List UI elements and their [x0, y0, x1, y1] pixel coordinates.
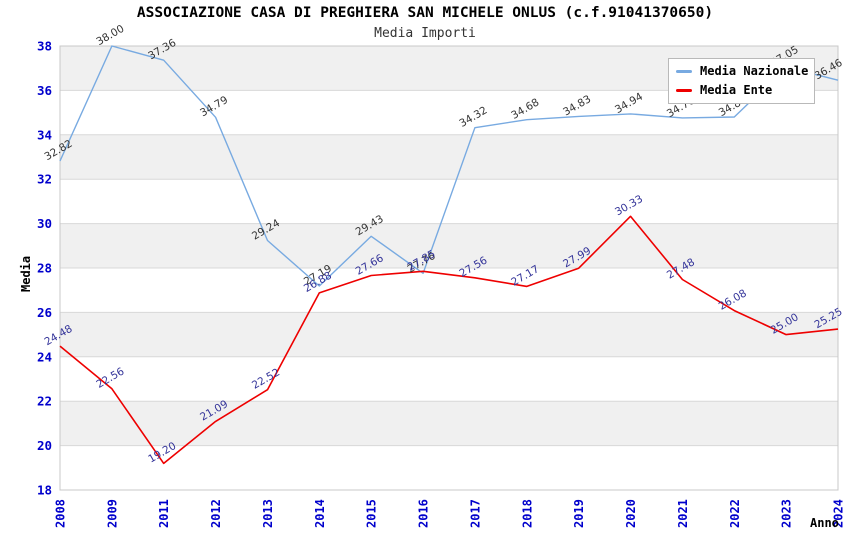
x-tick-label: 2018	[520, 499, 534, 528]
grid-band	[60, 312, 838, 357]
x-tick-label: 2019	[572, 499, 586, 528]
x-tick-label: 2024	[832, 499, 846, 528]
y-tick-label: 32	[37, 172, 52, 187]
y-tick-label: 26	[37, 305, 52, 320]
grid-band	[60, 356, 838, 402]
x-tick-label: 2008	[54, 499, 68, 528]
y-tick-label: 36	[37, 83, 52, 98]
plot-border	[59, 45, 839, 491]
legend-label: Media Nazionale	[700, 64, 809, 78]
chart-title: ASSOCIAZIONE CASA DI PREGHIERA SAN MICHE…	[136, 5, 714, 21]
y-tick-label: 28	[37, 261, 52, 276]
grid-band	[60, 268, 838, 313]
legend-item-media-ente: Media Ente	[676, 83, 808, 97]
legend: Media Nazionale Media Ente	[668, 58, 816, 104]
series-line-media-ente	[59, 215, 839, 465]
y-tick-label: 18	[37, 483, 52, 498]
x-tick-label: 2021	[676, 499, 690, 528]
x-axis-title: Anno	[810, 516, 839, 530]
x-tick-label: 2013	[261, 499, 275, 528]
y-tick-label: 24	[37, 349, 52, 364]
legend-line-sample-icon	[676, 88, 692, 92]
x-tick-label: 2011	[157, 499, 171, 528]
grid-band	[60, 134, 838, 180]
legend-label: Media Ente	[700, 83, 773, 97]
y-tick-label: 20	[37, 438, 52, 453]
legend-line-sample-icon	[676, 69, 692, 73]
x-tick-label: 2014	[313, 499, 327, 528]
y-axis-title: Media	[19, 256, 33, 292]
legend-item-media-nazionale: Media Nazionale	[676, 64, 808, 78]
y-tick-label: 34	[37, 127, 52, 142]
y-tick-label: 30	[37, 216, 52, 231]
chart-subtitle: Media Importi	[374, 26, 476, 41]
x-tick-label: 2012	[209, 499, 223, 528]
x-tick-label: 2020	[624, 499, 638, 528]
x-tick-label: 2009	[105, 499, 119, 528]
y-tick-label: 22	[37, 394, 52, 409]
x-tick-label: 2022	[728, 499, 742, 528]
x-tick-label: 2023	[780, 499, 794, 528]
grid-band	[60, 223, 838, 268]
x-tick-label: 2016	[417, 499, 431, 528]
y-tick-label: 38	[37, 39, 52, 54]
grid-band	[60, 445, 838, 490]
series-line-media-nazionale	[59, 45, 839, 287]
x-tick-label: 2017	[468, 499, 482, 528]
x-tick-label: 2015	[365, 499, 379, 528]
grid-band	[60, 401, 838, 446]
